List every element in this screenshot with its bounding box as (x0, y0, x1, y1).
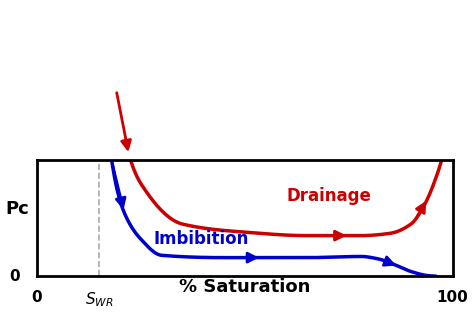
Text: 100: 100 (437, 290, 468, 305)
X-axis label: % Saturation: % Saturation (179, 278, 310, 296)
Text: 0: 0 (9, 269, 20, 284)
Text: Drainage: Drainage (286, 187, 371, 205)
Text: Imbibition: Imbibition (153, 230, 249, 248)
Text: 0: 0 (32, 290, 42, 305)
Y-axis label: Pc: Pc (6, 200, 29, 218)
Text: $S_{WR}$: $S_{WR}$ (85, 290, 114, 309)
